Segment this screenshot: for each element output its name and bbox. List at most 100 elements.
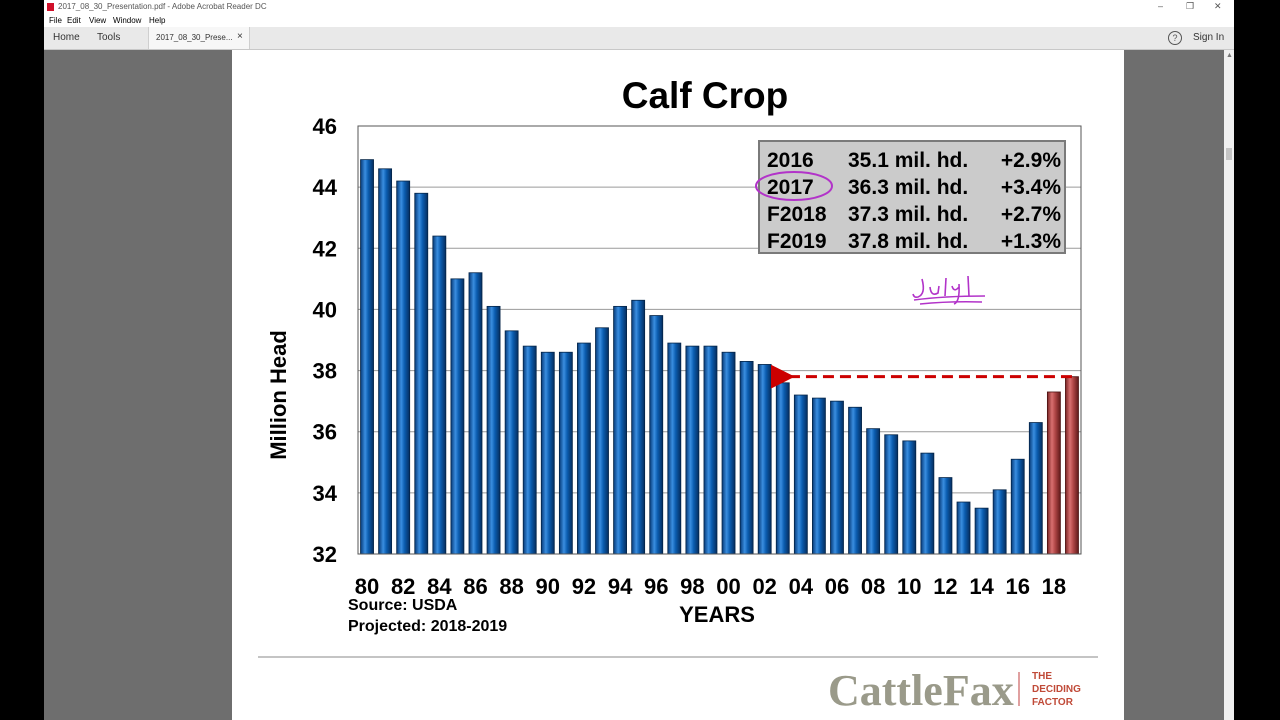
table-cell-year: 2017 [767, 176, 814, 199]
window-title: 2017_08_30_Presentation.pdf - Adobe Acro… [58, 2, 267, 11]
x-tick-label: 10 [897, 574, 921, 599]
table-cell-year: F2018 [767, 203, 827, 226]
bar-1996 [649, 315, 664, 555]
bar-1991 [558, 351, 573, 555]
y-tick-label: 46 [313, 114, 337, 139]
bar-1993 [595, 327, 609, 555]
menu-file[interactable]: File [49, 16, 62, 25]
title-bar: 2017_08_30_Presentation.pdf - Adobe Acro… [44, 0, 1234, 14]
document-tab[interactable]: 2017_08_30_Prese... × [148, 27, 250, 49]
tools-tab[interactable]: Tools [97, 32, 121, 43]
bar-1980 [360, 159, 374, 555]
close-tab-icon[interactable]: × [237, 31, 243, 42]
menu-window[interactable]: Window [113, 16, 142, 25]
bar-2004 [793, 394, 808, 555]
calf-crop-chart: Calf Crop 32 34 36 38 40 42 44 46 80 82 84 86 88 90 9… [258, 75, 1098, 715]
bar-1984 [432, 235, 447, 555]
bar-2007 [848, 406, 862, 555]
x-tick-label: 16 [1005, 574, 1029, 599]
bar-1982 [396, 180, 411, 555]
bar-2011 [920, 452, 935, 555]
bar-1986 [468, 272, 483, 555]
table-cell-value: 37.3 mil. hd. [848, 203, 968, 226]
bar-2017 [1028, 422, 1043, 555]
bar-2019 [1065, 376, 1079, 555]
menu-help[interactable]: Help [149, 16, 166, 25]
x-tick-label: 84 [427, 574, 452, 599]
table-cell-value: 37.8 mil. hd. [848, 230, 968, 253]
acrobat-window: 2017_08_30_Presentation.pdf - Adobe Acro… [44, 0, 1234, 720]
menu-bar: File Edit View Window Help [44, 14, 1234, 27]
bar-1995 [631, 299, 646, 555]
bar-2014 [974, 507, 989, 555]
table-cell-value: 35.1 mil. hd. [848, 149, 968, 172]
source-note: Source: USDA [348, 597, 458, 614]
bar-2018 [1046, 391, 1061, 555]
x-tick-label: 98 [680, 574, 704, 599]
x-tick-label: 86 [463, 574, 487, 599]
handwriting-july-1 [912, 275, 986, 305]
x-tick-label: 18 [1042, 574, 1066, 599]
scroll-up-icon[interactable]: ▲ [1226, 52, 1233, 59]
bar-2010 [902, 440, 917, 555]
x-tick-label: 94 [608, 574, 633, 599]
x-tick-label: 90 [536, 574, 560, 599]
plot-frame [357, 125, 1082, 555]
bar-2016 [1010, 458, 1025, 555]
bar-2003 [775, 382, 790, 555]
table-cell-year: 2016 [767, 149, 814, 172]
bar-2013 [956, 501, 971, 555]
x-tick-label: 04 [789, 574, 814, 599]
y-tick-label: 42 [313, 236, 337, 261]
bar-1994 [613, 305, 627, 555]
bar-2006 [830, 400, 844, 555]
restore-button[interactable]: ❐ [1186, 1, 1195, 11]
table-cell-change: +3.4% [1001, 176, 1061, 199]
y-tick-label: 38 [313, 359, 337, 384]
table-cell-change: +2.7% [1001, 203, 1061, 226]
scrollbar-thumb[interactable] [1226, 148, 1232, 160]
pdf-app-icon [47, 3, 54, 11]
y-tick-label: 32 [313, 542, 337, 567]
x-axis-label: YEARS [679, 602, 755, 627]
summary-table: 2016 35.1 mil. hd. +2.9% 2017 36.3 mil. hd. +… [758, 140, 1066, 254]
cattlefax-logo: CattleFax [828, 666, 1014, 715]
bar-1989 [522, 345, 537, 555]
minimize-button[interactable]: – [1158, 1, 1164, 11]
x-tick-label: 00 [716, 574, 740, 599]
y-tick-label: 36 [313, 420, 337, 445]
bar-1992 [577, 342, 591, 555]
table-cell-change: +2.9% [1001, 149, 1061, 172]
bar-2000 [721, 351, 736, 555]
home-tab[interactable]: Home [53, 32, 80, 43]
bar-1983 [414, 192, 429, 555]
sign-in-button[interactable]: Sign In [1193, 32, 1225, 43]
table-cell-value: 36.3 mil. hd. [848, 176, 968, 199]
bar-1997 [667, 342, 682, 555]
bar-2015 [992, 489, 1007, 555]
close-window-button[interactable]: ✕ [1214, 1, 1222, 11]
bar-2012 [938, 477, 953, 555]
x-tick-label: 02 [752, 574, 776, 599]
bar-2001 [739, 360, 754, 555]
bar-1999 [703, 345, 718, 555]
chart-title: Calf Crop [622, 75, 789, 116]
y-tick-label: 40 [313, 297, 337, 322]
x-tick-label: 12 [933, 574, 957, 599]
y-tick-label: 44 [313, 175, 338, 200]
menu-edit[interactable]: Edit [67, 16, 81, 25]
bar-2008 [866, 428, 881, 555]
help-icon[interactable]: ? [1168, 31, 1182, 45]
bar-2009 [884, 434, 899, 555]
bar-1990 [540, 351, 555, 555]
bar-2002 [757, 364, 772, 555]
pdf-page: Calf Crop 32 34 36 38 40 42 44 46 80 82 84 86 88 90 9… [232, 50, 1124, 720]
y-tick-label: 34 [313, 481, 338, 506]
vertical-scrollbar[interactable]: ▲ [1224, 50, 1234, 720]
menu-view[interactable]: View [89, 16, 107, 25]
logo-tagline-line1: THE [1032, 671, 1052, 682]
summary-table-box [758, 140, 1066, 254]
document-tab-label: 2017_08_30_Prese... [156, 33, 233, 42]
logo-tagline-line3: FACTOR [1032, 697, 1074, 708]
x-tick-label: 80 [355, 574, 379, 599]
